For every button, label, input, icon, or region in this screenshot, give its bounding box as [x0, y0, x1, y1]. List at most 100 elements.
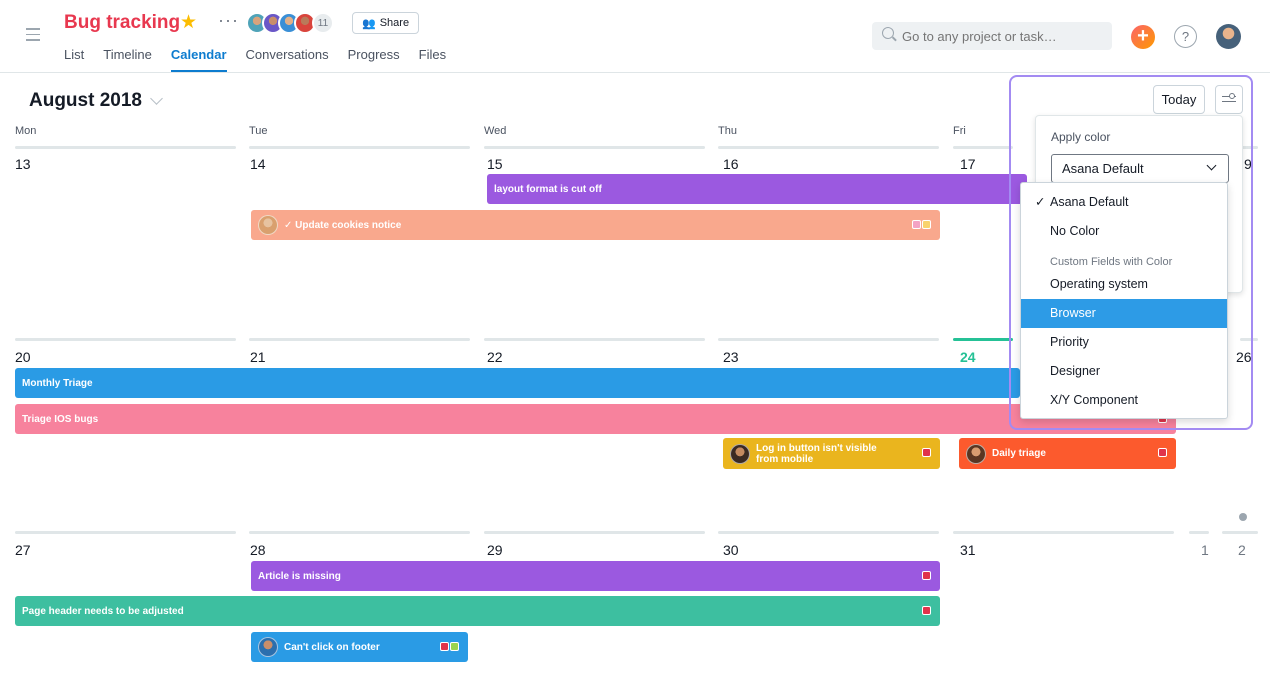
project-members[interactable]: 11 [246, 12, 334, 34]
search-icon [882, 27, 894, 39]
event-label: Triage IOS bugs [22, 413, 99, 425]
day-divider [15, 146, 236, 149]
filter-settings-button[interactable] [1215, 85, 1243, 114]
share-button[interactable]: 👥 Share [352, 12, 420, 34]
panel-title: Apply color [1051, 130, 1111, 144]
tab-calendar[interactable]: Calendar [170, 47, 227, 72]
today-divider [953, 338, 1013, 341]
option-asana-default[interactable]: ✓ Asana Default [1021, 188, 1227, 217]
month-title[interactable]: August 2018 [29, 90, 142, 111]
calendar-event[interactable]: layout format is cut off [487, 174, 1027, 204]
calendar-event[interactable]: Can't click on footer [251, 632, 468, 662]
color-options-menu: ✓ Asana Default No Color Custom Fields w… [1020, 182, 1228, 419]
event-tags [922, 571, 931, 580]
event-label: Can't click on footer [284, 641, 380, 653]
option-browser[interactable]: Browser [1021, 299, 1227, 328]
day-number[interactable]: 29 [487, 542, 503, 558]
option-xy-component[interactable]: X/Y Component [1021, 386, 1227, 415]
day-number[interactable]: 16 [723, 156, 739, 172]
calendar-event[interactable]: ✓ Update cookies notice [251, 210, 940, 240]
calendar-event[interactable]: Daily triage [959, 438, 1176, 469]
chevron-down-icon[interactable] [150, 92, 163, 105]
weekday-tue: Tue [249, 125, 268, 137]
day-number[interactable]: 30 [723, 542, 739, 558]
day-number[interactable]: 21 [250, 349, 266, 365]
day-divider [953, 531, 1174, 534]
day-divider [718, 531, 939, 534]
day-number[interactable]: 28 [250, 542, 266, 558]
day-divider [249, 531, 470, 534]
calendar-event[interactable]: Article is missing [251, 561, 940, 591]
calendar-event[interactable]: Page header needs to be adjusted [15, 596, 940, 626]
day-divider [15, 531, 236, 534]
tag-swatch [450, 642, 459, 651]
tab-files[interactable]: Files [418, 47, 447, 62]
event-tags [1158, 448, 1167, 457]
day-divider [249, 338, 470, 341]
option-group-heading: Custom Fields with Color [1050, 256, 1173, 268]
event-tags [440, 642, 459, 651]
weekday-fri: Fri [953, 125, 966, 137]
day-divider [718, 146, 939, 149]
tag-swatch [922, 571, 931, 580]
option-label: Designer [1050, 364, 1101, 378]
day-number[interactable]: 15 [487, 156, 503, 172]
option-label: Operating system [1050, 277, 1148, 291]
option-priority[interactable]: Priority [1021, 328, 1227, 357]
tag-swatch [922, 448, 931, 457]
event-tags [912, 220, 931, 229]
event-label: ✓ Update cookies notice [284, 219, 402, 231]
day-divider [484, 146, 705, 149]
chevron-down-icon [1206, 160, 1217, 171]
day-number[interactable]: 17 [960, 156, 976, 172]
option-no-color[interactable]: No Color [1021, 217, 1227, 246]
day-divider [953, 146, 1013, 149]
today-button[interactable]: Today [1153, 85, 1205, 114]
day-number[interactable]: 23 [723, 349, 739, 365]
day-number[interactable]: 26 [1236, 349, 1252, 365]
option-designer[interactable]: Designer [1021, 357, 1227, 386]
day-number[interactable]: 27 [15, 542, 31, 558]
help-button[interactable]: ? [1174, 25, 1197, 48]
day-number[interactable]: 13 [15, 156, 31, 172]
more-indicator [1239, 513, 1247, 521]
tab-list[interactable]: List [64, 47, 85, 62]
day-number[interactable]: 31 [960, 542, 976, 558]
day-number[interactable]: 22 [487, 349, 503, 365]
calendar-event[interactable]: Monthly Triage [15, 368, 1020, 398]
people-icon: 👥 [362, 17, 376, 30]
weekday-thu: Thu [718, 125, 737, 137]
hamburger-icon[interactable] [26, 28, 40, 45]
color-select[interactable]: Asana Default [1051, 154, 1229, 183]
event-label: Daily triage [992, 448, 1046, 459]
tab-conversations[interactable]: Conversations [245, 47, 329, 62]
search-input[interactable] [872, 22, 1112, 50]
day-number[interactable]: 9 [1244, 156, 1252, 172]
today-day-number[interactable]: 24 [960, 349, 976, 365]
tag-swatch [922, 606, 931, 615]
day-number[interactable]: 2 [1238, 542, 1246, 558]
more-options-icon[interactable]: ··· [218, 10, 239, 30]
day-number[interactable]: 20 [15, 349, 31, 365]
day-number[interactable]: 14 [250, 156, 266, 172]
event-label: Page header needs to be adjusted [22, 605, 184, 617]
add-button[interactable]: + [1131, 25, 1155, 49]
day-number[interactable]: 1 [1201, 542, 1209, 558]
tab-timeline[interactable]: Timeline [103, 47, 152, 62]
assignee-avatar [258, 215, 278, 235]
event-label: Monthly Triage [22, 377, 93, 389]
user-avatar[interactable] [1216, 24, 1241, 49]
assignee-avatar [258, 637, 278, 657]
star-icon[interactable]: ★ [180, 12, 198, 33]
calendar-event[interactable]: Triage IOS bugs [15, 404, 1176, 434]
weekday-wed: Wed [484, 125, 507, 137]
calendar-event[interactable]: Log in button isn't visible from mobile [723, 438, 940, 469]
header-divider [0, 72, 1270, 73]
option-operating-system[interactable]: Operating system [1021, 270, 1227, 299]
weekday-mon: Mon [15, 125, 37, 137]
project-title: Bug tracking [64, 12, 181, 33]
event-tags [922, 448, 931, 457]
share-label: Share [379, 17, 410, 29]
day-divider [1222, 531, 1258, 534]
tab-progress[interactable]: Progress [347, 47, 400, 62]
